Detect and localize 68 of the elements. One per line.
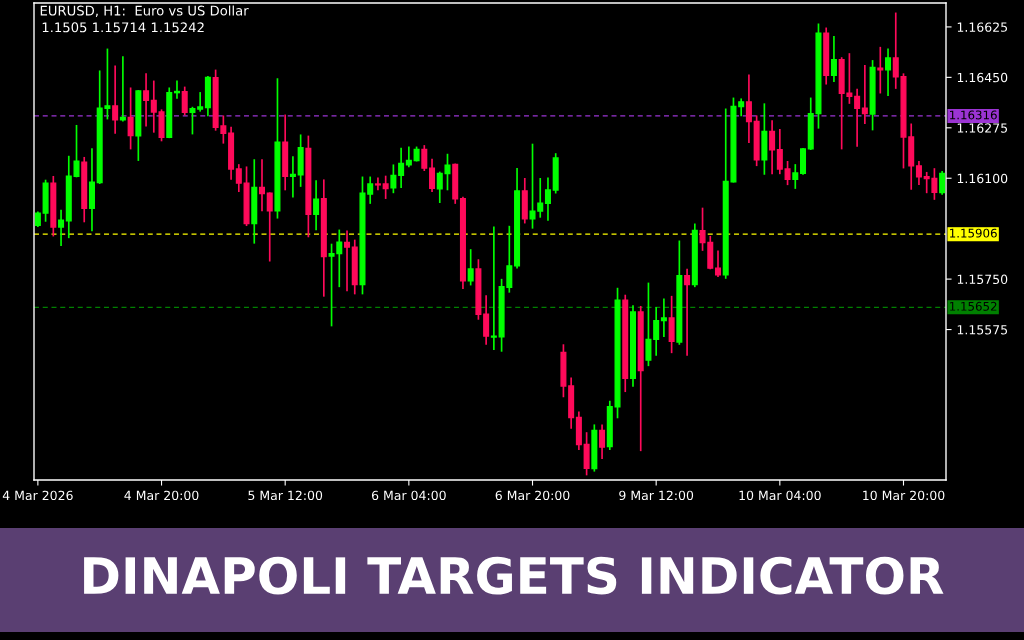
candlestick [854, 88, 861, 147]
ref-line-label: 1.16316 [950, 110, 997, 120]
y-tick-label: 1.16625 [957, 22, 1008, 32]
x-tick-label: 6 Mar 04:00 [371, 490, 446, 501]
candlestick [668, 295, 675, 354]
candlestick [143, 73, 150, 127]
candlestick [367, 176, 374, 204]
y-tick-label: 1.16100 [957, 173, 1008, 184]
candlestick [429, 158, 436, 193]
candlestick [714, 250, 722, 278]
candlestick [189, 106, 196, 135]
candlestick [483, 295, 490, 345]
candlestick [235, 164, 242, 193]
x-tick-label: 9 Mar 12:00 [619, 490, 694, 501]
candlestick [173, 80, 180, 99]
candlestick [421, 145, 428, 172]
candlestick [344, 230, 351, 292]
candlestick [58, 209, 65, 246]
candlestick [181, 86, 188, 116]
ref-line-label: 1.15906 [950, 228, 997, 238]
candlestick [776, 128, 783, 175]
y-tick-label: 1.16450 [957, 72, 1008, 83]
candlestick [405, 146, 412, 168]
y-tick-label: 1.16275 [957, 123, 1008, 133]
candlestick [490, 226, 497, 350]
candlestick [112, 65, 119, 134]
candlestick [684, 268, 691, 356]
candlestick [398, 147, 405, 189]
candlestick [266, 192, 273, 262]
candlestick [150, 80, 157, 133]
candlestick [374, 177, 381, 191]
x-tick-label: 4 Mar 2026 [2, 490, 73, 501]
x-tick-label: 4 Mar 20:00 [124, 490, 199, 501]
x-tick-label: 10 Mar 04:00 [739, 490, 821, 501]
candlestick [660, 298, 667, 338]
candlestick [583, 432, 590, 476]
candlestick [784, 160, 791, 186]
y-tick-label: 1.15750 [957, 274, 1008, 285]
candlestick [599, 424, 606, 459]
text: DINAPOLI TARGETS INDICATOR [84, 556, 944, 595]
candlestick [792, 164, 799, 189]
annotation: 1.1505 1.15714 1.15242 [42, 22, 204, 33]
candlestick [915, 160, 922, 186]
candlestick [544, 177, 551, 221]
candlestick [127, 87, 134, 150]
x-tick-label: 6 Mar 20:00 [495, 490, 570, 501]
candlestick [769, 120, 776, 175]
x-tick-label: 10 Mar 20:00 [863, 490, 945, 501]
candlestick [289, 156, 296, 198]
candlestick [467, 249, 474, 286]
candlestick [877, 46, 884, 94]
x-tick-label: 5 Mar 12:00 [248, 490, 323, 501]
candlestick [119, 56, 126, 122]
candlestick [885, 48, 892, 97]
candlestick [382, 175, 389, 199]
y-tick-label: 1.15575 [957, 325, 1008, 335]
ref-line-label: 1.15652 [950, 301, 997, 311]
candlestick [258, 159, 266, 212]
candlestick [653, 307, 660, 356]
candlestick [645, 282, 652, 367]
candlestick [830, 35, 837, 82]
chart-subtitle: EURUSD, H1: Euro vs US Dollar [40, 5, 249, 17]
candlestick [745, 74, 752, 144]
candlestick [861, 64, 868, 125]
candlestick [197, 92, 204, 112]
candlestick [939, 171, 946, 195]
candlestick [313, 180, 320, 231]
candlestick [390, 164, 397, 194]
